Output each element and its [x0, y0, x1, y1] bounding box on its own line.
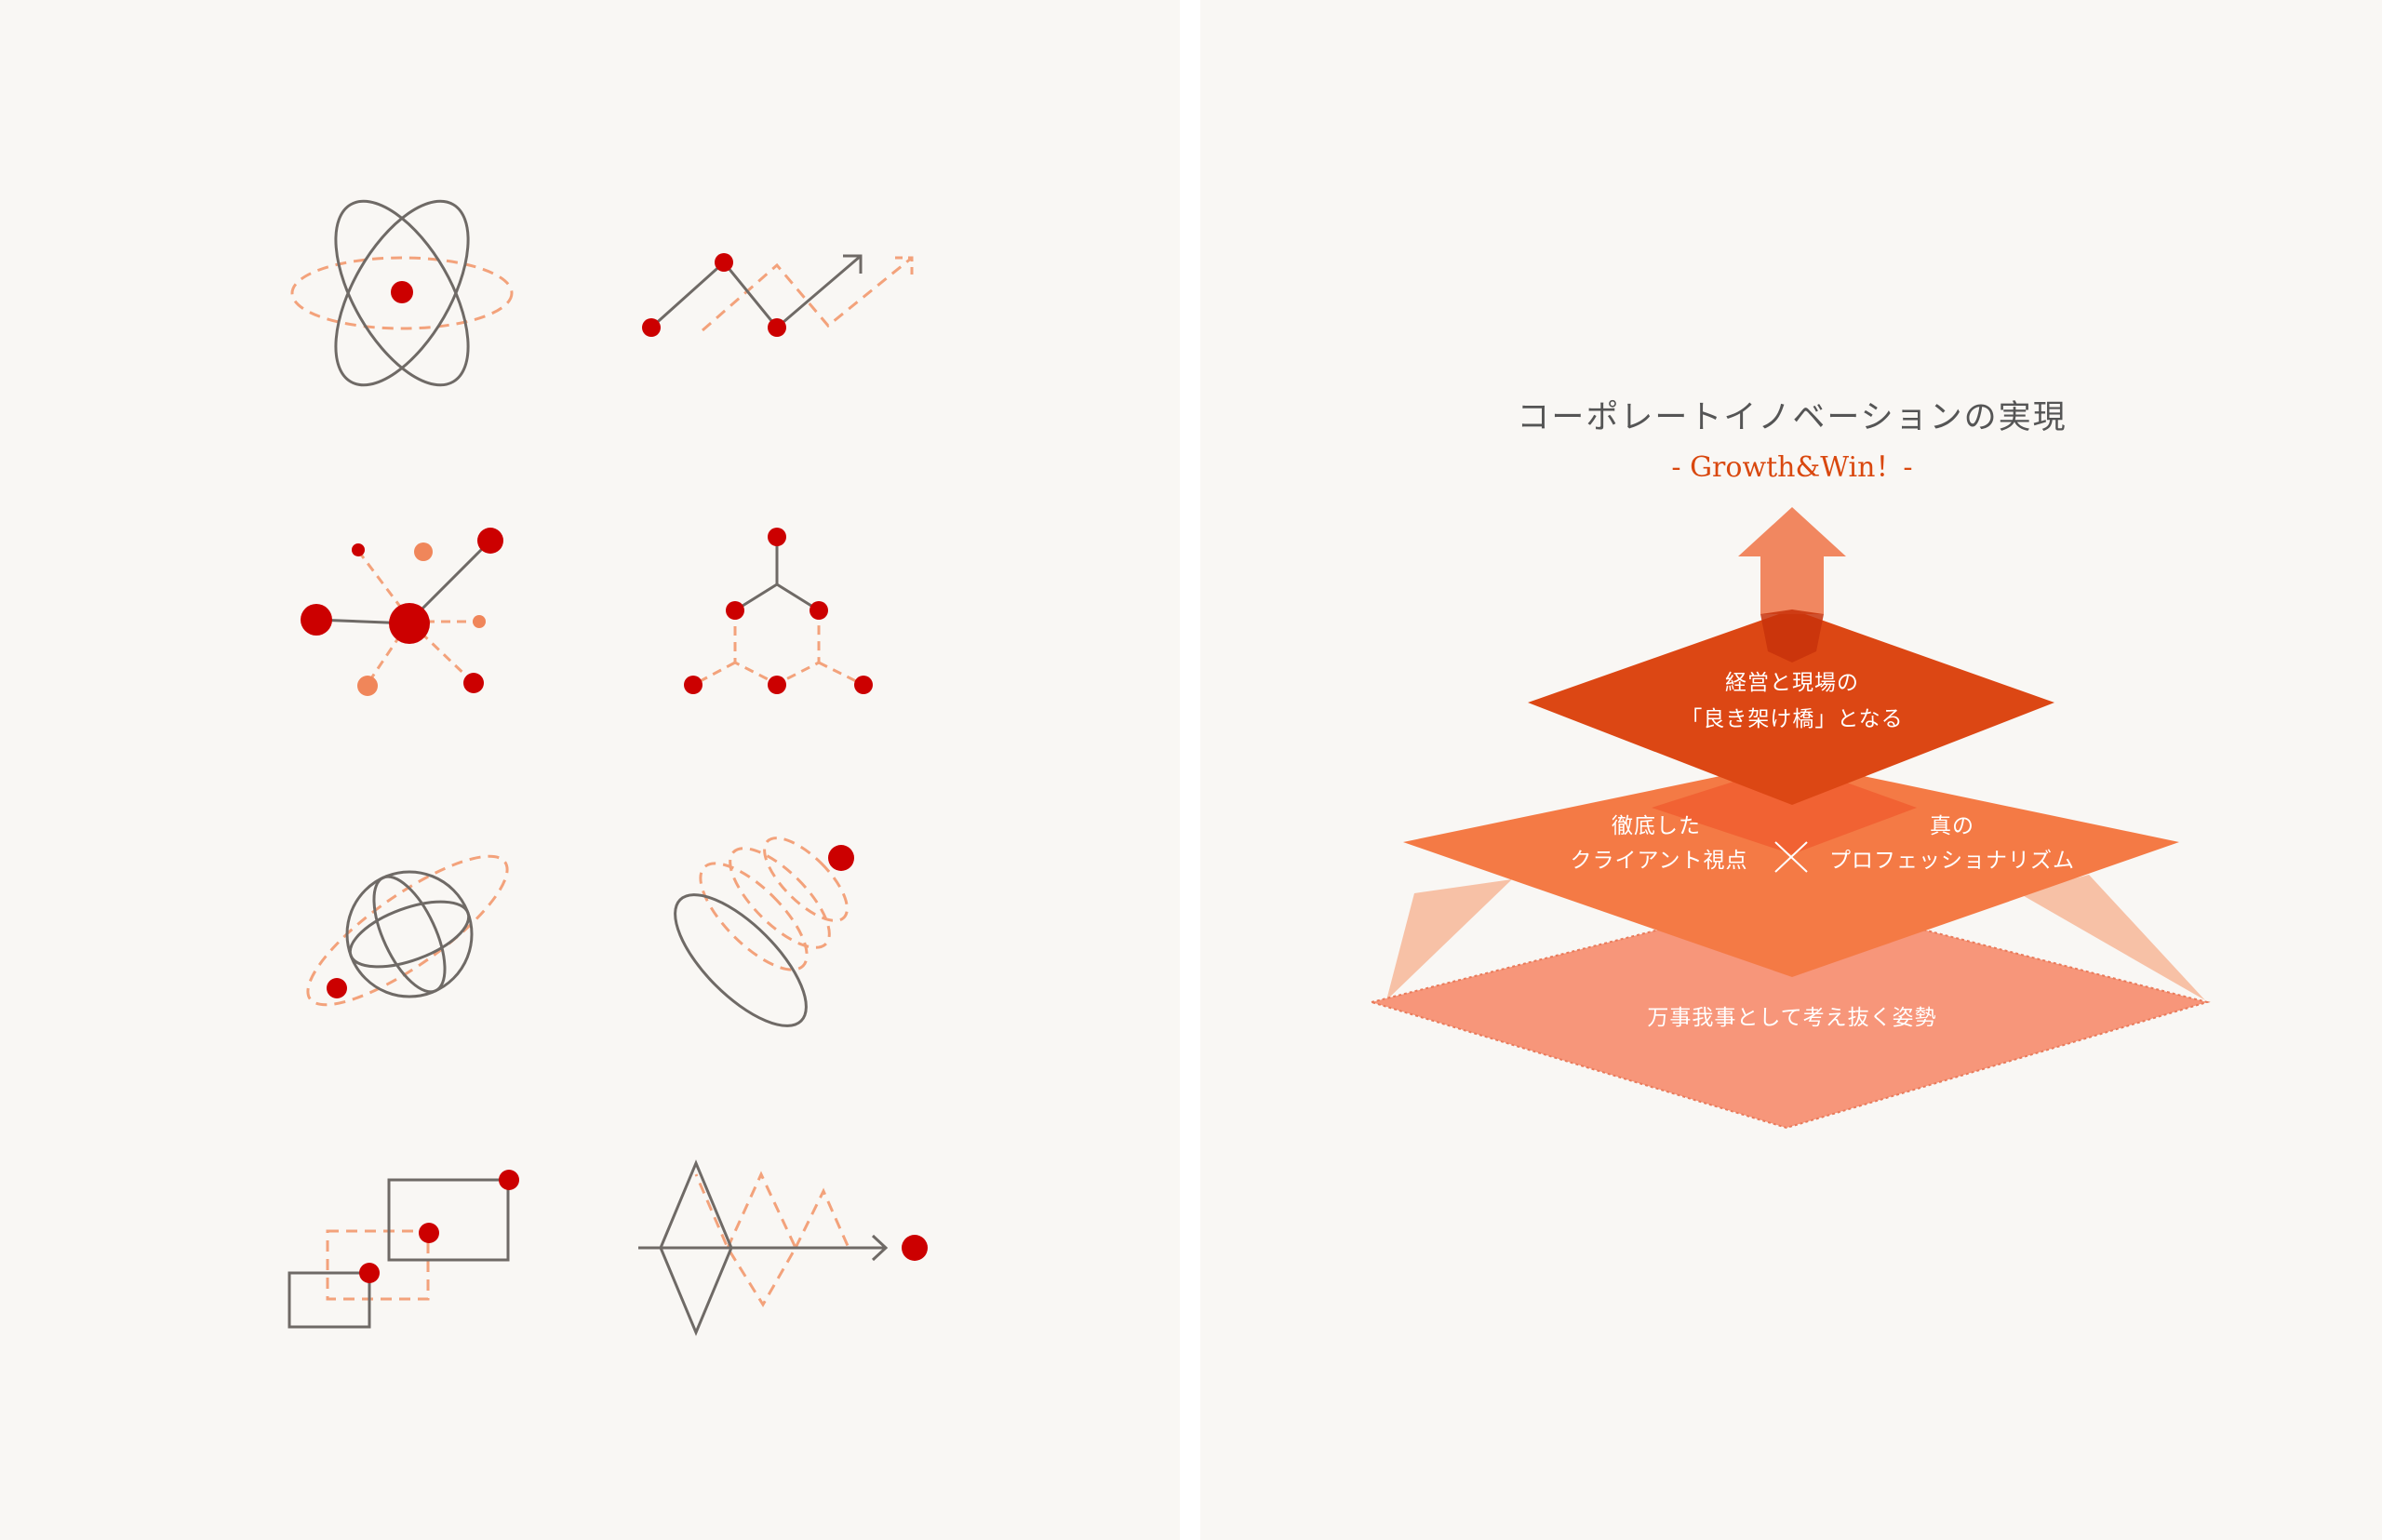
diagram-panel: コーポレートイノベーションの実現 - Growth&Win！- 万事我事として考… [1200, 0, 2382, 1540]
overlapping-rects-icon [288, 1170, 519, 1329]
globe-orbit-icon [306, 854, 509, 1007]
triangle-tree-icon [684, 528, 873, 694]
bottom-layer: 万事我事として考え抜く姿勢 [1368, 875, 2211, 1130]
middle-left-line1: 徹底した [1612, 814, 1701, 838]
top-layer-line2: 「良き架け橋」となる [1680, 707, 1903, 731]
diagram-title: コーポレートイノベーションの実現 [1517, 399, 2067, 436]
bottom-layer-label: 万事我事として考え抜く姿勢 [1647, 1006, 1936, 1030]
middle-left-line2: クライアント視点 [1570, 849, 1747, 873]
icon-grid [288, 199, 928, 1336]
cross-icon [1774, 841, 1808, 873]
diamond-wave-arrow-icon [638, 1159, 928, 1336]
middle-right-line2: プロフェッショナリズム [1829, 849, 2075, 873]
middle-layer: 徹底した クライアント視点 真の プロフェッショナリズム [1403, 761, 2179, 977]
growth-zigzag-icon [642, 253, 914, 337]
network-nodes-icon [301, 528, 503, 696]
up-arrow-icon [1738, 507, 1846, 663]
top-layer: 経営と現場の 「良き架け橋」となる [1528, 609, 2054, 805]
pyramid-diagram: コーポレートイノベーションの実現 - Growth&Win！- 万事我事として考… [1368, 399, 2211, 1130]
diagram-subtitle: - Growth&Win！- [1671, 451, 1912, 484]
atom-orbit-icon [290, 199, 514, 387]
spiral-disc-icon [674, 837, 854, 1027]
middle-right-line1: 真の [1930, 814, 1974, 838]
icon-panel [0, 0, 1180, 1540]
top-layer-line1: 経営と現場の [1725, 671, 1859, 695]
